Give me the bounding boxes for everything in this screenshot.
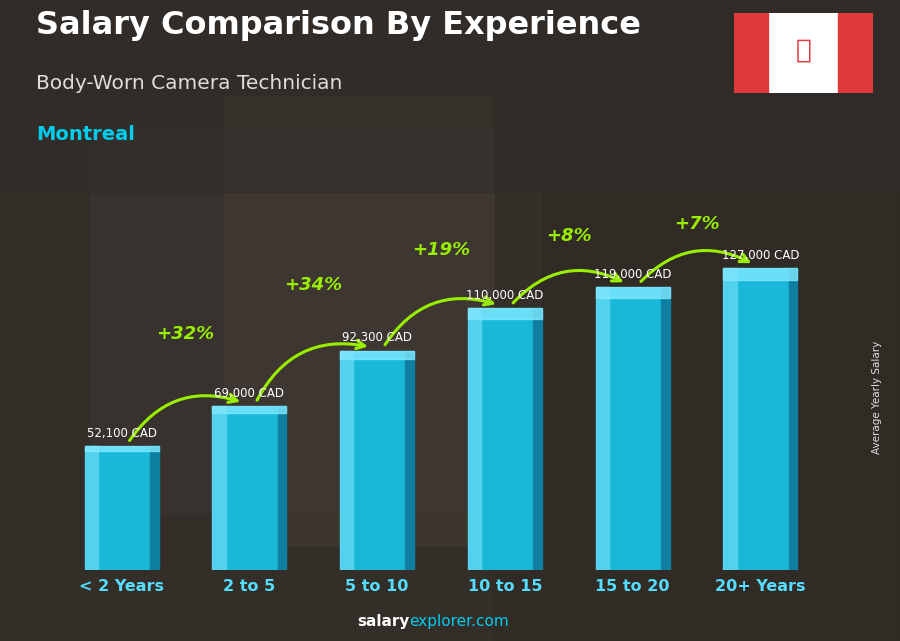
Text: Body-Worn Camera Technician: Body-Worn Camera Technician [36, 74, 342, 93]
Bar [533, 308, 542, 570]
Bar [149, 446, 158, 570]
Bar [724, 268, 797, 570]
Bar [277, 406, 286, 570]
Bar [340, 351, 354, 570]
Text: 110,000 CAD: 110,000 CAD [466, 289, 544, 302]
Text: explorer.com: explorer.com [410, 615, 509, 629]
Text: 92,300 CAD: 92,300 CAD [342, 331, 412, 344]
Text: 52,100 CAD: 52,100 CAD [86, 427, 157, 440]
Text: +7%: +7% [674, 215, 719, 233]
Bar [212, 406, 286, 570]
Bar [596, 287, 670, 298]
Text: +34%: +34% [284, 276, 342, 294]
Bar [85, 446, 158, 451]
Bar [212, 406, 286, 413]
Bar [90, 128, 540, 513]
Bar [0, 0, 900, 192]
Bar [661, 287, 670, 570]
Bar [85, 446, 158, 570]
Text: 🍁: 🍁 [796, 38, 811, 64]
Bar [724, 268, 797, 280]
Text: salary: salary [357, 615, 410, 629]
Bar [734, 13, 769, 93]
Text: Salary Comparison By Experience: Salary Comparison By Experience [36, 10, 641, 40]
Bar [468, 308, 482, 570]
Text: +19%: +19% [412, 241, 470, 259]
Text: 69,000 CAD: 69,000 CAD [214, 387, 284, 400]
Bar [225, 96, 540, 545]
Bar [468, 308, 542, 319]
Bar [405, 351, 414, 570]
Bar [85, 446, 98, 570]
Bar [340, 351, 414, 570]
Bar [596, 287, 670, 570]
Text: 119,000 CAD: 119,000 CAD [594, 268, 671, 281]
Bar [495, 0, 900, 641]
Bar [596, 287, 609, 570]
Text: +32%: +32% [157, 324, 214, 343]
Bar [788, 268, 797, 570]
Text: Average Yearly Salary: Average Yearly Salary [872, 341, 883, 454]
Bar [340, 351, 414, 360]
Text: 127,000 CAD: 127,000 CAD [722, 249, 799, 262]
Bar [468, 308, 542, 570]
Bar [212, 406, 226, 570]
Text: Montreal: Montreal [36, 125, 135, 144]
Bar [724, 268, 736, 570]
Bar [838, 13, 873, 93]
Text: +8%: +8% [546, 227, 591, 245]
